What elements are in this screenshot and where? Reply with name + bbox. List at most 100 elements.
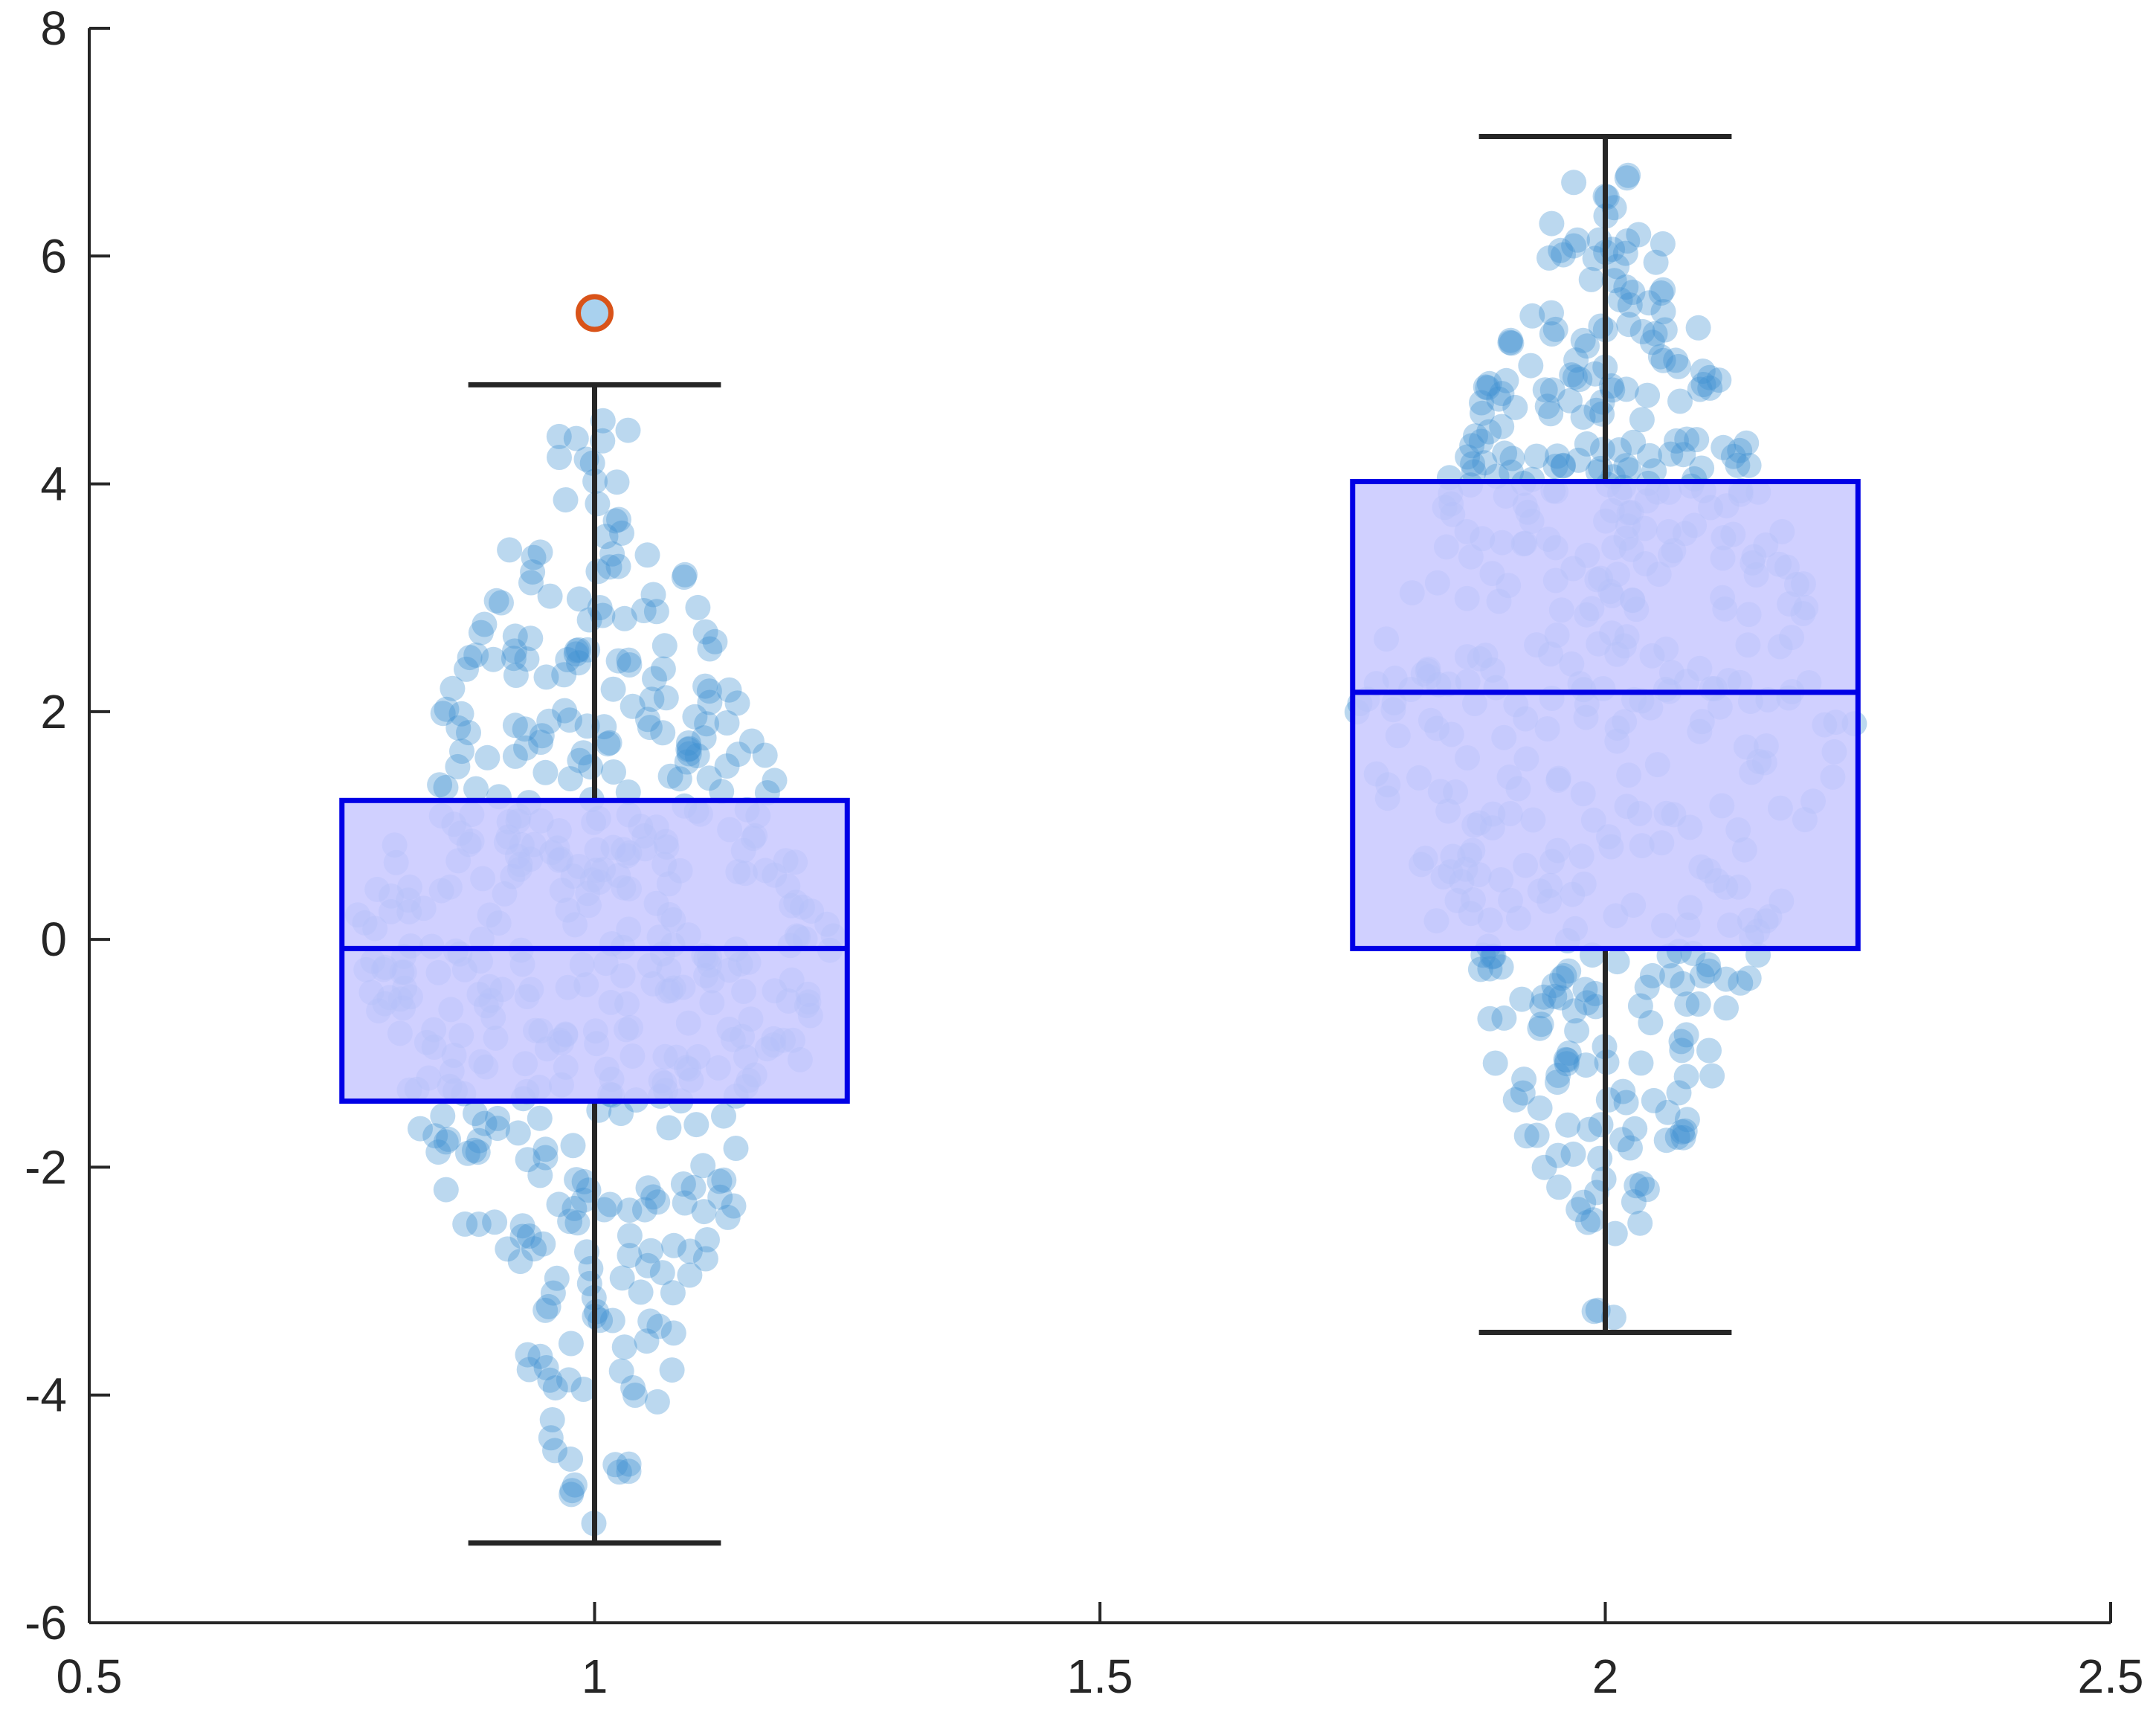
data-point-group-1 [697, 689, 723, 715]
data-point-group-2 [1609, 1127, 1635, 1153]
data-point-group-2 [1618, 1135, 1643, 1161]
data-point-group-1 [602, 1452, 628, 1478]
data-point-group-1 [466, 1212, 492, 1237]
data-point-group-1 [507, 1249, 533, 1275]
data-point-group-2 [1467, 956, 1493, 982]
data-point-group-2 [1499, 459, 1525, 485]
data-point-group-2 [1734, 430, 1760, 456]
data-point-group-2 [1650, 347, 1676, 373]
data-point-group-1 [518, 570, 544, 596]
data-point-group-1 [445, 753, 471, 779]
data-point-group-1 [672, 562, 698, 588]
data-point-group-1 [676, 741, 702, 767]
data-point-group-1 [553, 487, 579, 513]
data-point-group-2 [1624, 1173, 1650, 1199]
data-point-group-2 [1561, 233, 1587, 259]
data-point-group-1 [585, 491, 611, 517]
data-point-group-1 [466, 1127, 492, 1154]
data-point-group-1 [711, 1167, 737, 1193]
data-point-group-2 [1601, 268, 1627, 294]
data-point-group-2 [1673, 1022, 1699, 1048]
data-point-group-1 [449, 739, 474, 765]
data-point-group-2 [1673, 1064, 1699, 1090]
data-point-group-2 [1555, 1112, 1581, 1138]
data-point-group-2 [1527, 1095, 1553, 1121]
y-tick-label: -6 [25, 1596, 67, 1650]
data-point-group-2 [1696, 1037, 1722, 1064]
data-point-group-1 [622, 1383, 648, 1408]
data-point-group-2 [1666, 1080, 1692, 1106]
data-point-group-2 [1546, 1174, 1572, 1200]
data-point-group-1 [422, 1123, 448, 1149]
data-point-group-2 [1616, 312, 1642, 338]
data-point-group-1 [682, 704, 708, 730]
data-point-group-1 [656, 1115, 682, 1141]
data-point-group-1 [528, 730, 554, 755]
data-point-group-1 [485, 1105, 511, 1131]
data-point-group-1 [527, 539, 553, 565]
data-point-group-1 [518, 625, 544, 652]
data-point-group-2 [1602, 1220, 1628, 1246]
data-point-group-1 [650, 720, 676, 746]
data-point-group-2 [1713, 995, 1739, 1021]
data-point-group-2 [1626, 222, 1652, 248]
data-point-group-2 [1574, 990, 1600, 1016]
data-point-group-2 [1589, 437, 1615, 463]
data-point-group-1 [649, 1260, 675, 1286]
data-point-group-1 [645, 1189, 671, 1215]
data-point-group-2 [1559, 362, 1585, 388]
data-point-group-1 [546, 423, 572, 449]
data-point-group-1 [600, 676, 626, 702]
data-point-group-2 [1539, 377, 1565, 403]
data-point-group-1 [408, 1116, 433, 1142]
data-point-group-2 [1687, 376, 1713, 402]
data-point-group-1 [509, 1213, 535, 1239]
data-point-group-2 [1582, 980, 1608, 1006]
data-point-group-1 [505, 1120, 531, 1146]
data-point-group-2 [1665, 353, 1691, 379]
data-point-group-2 [1639, 962, 1665, 988]
data-point-group-2 [1699, 1063, 1725, 1089]
data-point-group-2 [1601, 195, 1627, 221]
data-point-group-2 [1539, 300, 1564, 326]
data-point-group-1 [463, 642, 489, 668]
data-point-group-2 [1647, 344, 1673, 370]
data-point-group-2 [1607, 287, 1633, 313]
data-point-group-1 [617, 1243, 643, 1269]
data-point-group-1 [611, 605, 637, 631]
data-point-group-1 [566, 650, 591, 676]
data-point-group-1 [546, 1191, 572, 1217]
data-point-group-1 [599, 1307, 625, 1333]
data-point-group-1 [537, 583, 563, 609]
data-point-group-2 [1713, 966, 1739, 992]
data-point-group-2 [1736, 452, 1762, 478]
data-point-group-1 [632, 1197, 657, 1223]
data-point-group-1 [515, 1147, 541, 1173]
data-point-group-2 [1736, 965, 1762, 991]
data-point-group-1 [465, 1139, 491, 1165]
data-point-group-2 [1469, 390, 1494, 416]
data-point-group-2 [1706, 367, 1732, 393]
data-point-group-1 [533, 1355, 559, 1380]
data-point-group-1 [677, 1262, 703, 1288]
data-point-group-1 [605, 553, 631, 579]
data-point-group-2 [1529, 993, 1555, 1019]
data-point-group-2 [1711, 434, 1737, 460]
data-point-group-2 [1639, 329, 1665, 355]
data-point-group-2 [1614, 165, 1640, 191]
data-point-group-1 [561, 1195, 588, 1221]
data-point-group-2 [1582, 361, 1608, 387]
data-point-group-2 [1488, 954, 1514, 980]
data-point-group-1 [702, 628, 728, 654]
data-point-group-1 [472, 611, 498, 637]
data-point-group-2 [1550, 453, 1576, 479]
data-point-group-1 [628, 1279, 654, 1305]
data-point-group-2 [1577, 1116, 1603, 1142]
data-point-group-1 [676, 736, 702, 762]
data-point-group-1 [606, 1459, 632, 1485]
data-point-group-1 [635, 1252, 660, 1278]
data-point-group-1 [571, 1168, 597, 1194]
data-point-group-2 [1545, 1142, 1571, 1168]
data-point-group-2 [1690, 358, 1716, 385]
data-point-group-1 [527, 1105, 553, 1131]
